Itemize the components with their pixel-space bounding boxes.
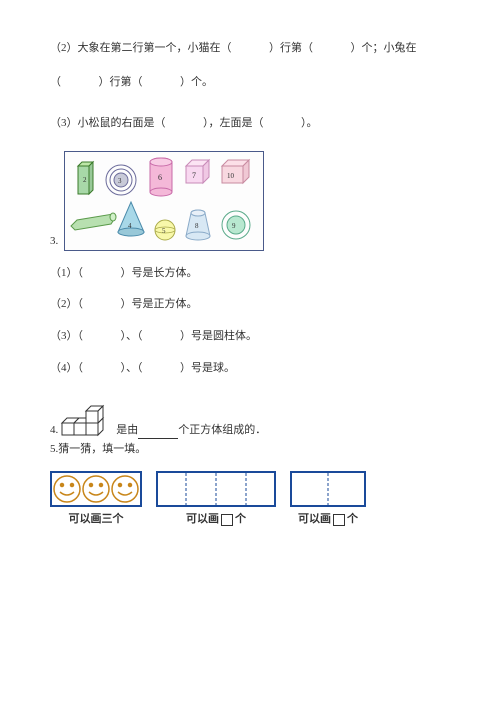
- question-5-row: 可以画三个 可以画 个 可以画 个: [50, 471, 450, 529]
- q5-cap3-before: 可以画: [298, 511, 331, 529]
- q4-number: 4.: [50, 422, 58, 440]
- q2-text-1: （2）大象在第二行第一个，小猫在（: [50, 42, 232, 54]
- svg-text:8: 8: [195, 222, 199, 230]
- q3s1-t2: ）号是长方体。: [121, 267, 198, 279]
- question-4: 4. 是由 个正方体组成的．: [50, 399, 450, 439]
- question-5-label: 5.猜一猜，填一填。: [50, 441, 450, 459]
- shape-7-cube: 7: [183, 158, 213, 188]
- q3s4-t3: ）号是球。: [180, 362, 235, 374]
- shape-4-cone: 4: [115, 200, 147, 240]
- q3s4-t1: （4）（: [50, 362, 83, 374]
- q5-cap2-after: 个: [235, 511, 246, 529]
- shape-10-cuboid: 10: [219, 158, 253, 188]
- svg-text:9: 9: [232, 222, 236, 230]
- q3s4-t2: ）、（: [121, 362, 143, 374]
- q3s2-t1: （2）（: [50, 298, 83, 310]
- question-2-line-2: （ ）行第（ ）个。: [50, 74, 450, 92]
- q5-cap2-box[interactable]: [221, 514, 233, 526]
- q3s2-t2: ）号是正方体。: [121, 298, 198, 310]
- q5-item-1: 可以画三个: [50, 471, 142, 529]
- q2-text-2: ）行第（: [269, 42, 313, 54]
- q2-text-5: ）行第（: [99, 76, 143, 88]
- svg-text:4: 4: [128, 222, 132, 230]
- svg-text:7: 7: [192, 171, 196, 180]
- q5-cap2-before: 可以画: [186, 511, 219, 529]
- shape-9-circles: 9: [219, 208, 253, 242]
- q3s1-t1: （1）（: [50, 267, 83, 279]
- q5-cap3-after: 个: [347, 511, 358, 529]
- svg-text:3: 3: [118, 177, 122, 185]
- shapes-box: 2 3 6 7 10: [64, 151, 264, 251]
- question-3-pre: （3）小松鼠的右面是（ ），左面是（ ）。: [50, 115, 450, 133]
- q3s3-t1: （3）（: [50, 330, 83, 342]
- q3-sub-4: （4）（ ）、（ ）号是球。: [50, 360, 450, 378]
- q3-sub-2: （2）（ ）号是正方体。: [50, 296, 450, 314]
- q5-caption-1: 可以画三个: [69, 511, 124, 529]
- q3s3-t2: ）、（: [121, 330, 143, 342]
- q3-sub-3: （3）（ ）、（ ）号是圆柱体。: [50, 328, 450, 346]
- shape-8-frustum: 8: [183, 208, 213, 242]
- q5-caption-2: 可以画 个: [186, 511, 246, 529]
- cube-stack-figure: [60, 399, 112, 439]
- q3pre-text-3: ）。: [301, 117, 318, 129]
- shape-5-sphere: 5: [153, 218, 177, 242]
- shape-6-cylinder: 6: [147, 156, 175, 198]
- question-2-line-1: （2）大象在第二行第一个，小猫在（ ）行第（ ）个；小兔在: [50, 40, 450, 58]
- q2-text-6: ）个。: [180, 76, 213, 88]
- q5-figure-rect2: [290, 471, 366, 507]
- q2-text-4: （: [50, 76, 61, 88]
- svg-text:10: 10: [227, 172, 235, 180]
- svg-text:5: 5: [162, 227, 166, 235]
- q5-figure-rect4: [156, 471, 276, 507]
- shape-2-cuboid: 2: [75, 160, 99, 198]
- q4-blank[interactable]: [138, 427, 178, 439]
- q3pre-text-2: ），左面是（: [203, 117, 264, 129]
- q3s3-t3: ）号是圆柱体。: [180, 330, 257, 342]
- q3-sub-1: （1）（ ）号是长方体。: [50, 265, 450, 283]
- q5-cap1-text: 可以画三个: [69, 511, 124, 529]
- q2-text-3: ）个；小兔在: [351, 42, 417, 54]
- shape-1-rod: [69, 212, 119, 232]
- q5-figure-smileys: [50, 471, 142, 507]
- question-3-figure: 2 3 6 7 10: [50, 151, 450, 251]
- svg-text:2: 2: [83, 176, 87, 184]
- q3pre-text-1: （3）小松鼠的右面是（: [50, 117, 166, 129]
- shape-3-circles: 3: [103, 162, 139, 198]
- q5-caption-3: 可以画 个: [298, 511, 358, 529]
- q5-cap3-box[interactable]: [333, 514, 345, 526]
- svg-text:6: 6: [158, 173, 162, 182]
- q5-item-3: 可以画 个: [290, 471, 366, 529]
- q3-number: 3.: [50, 233, 58, 251]
- q4-text-after: 个正方体组成的．: [178, 422, 266, 440]
- q4-text-before: 是由: [116, 422, 138, 440]
- q5-item-2: 可以画 个: [156, 471, 276, 529]
